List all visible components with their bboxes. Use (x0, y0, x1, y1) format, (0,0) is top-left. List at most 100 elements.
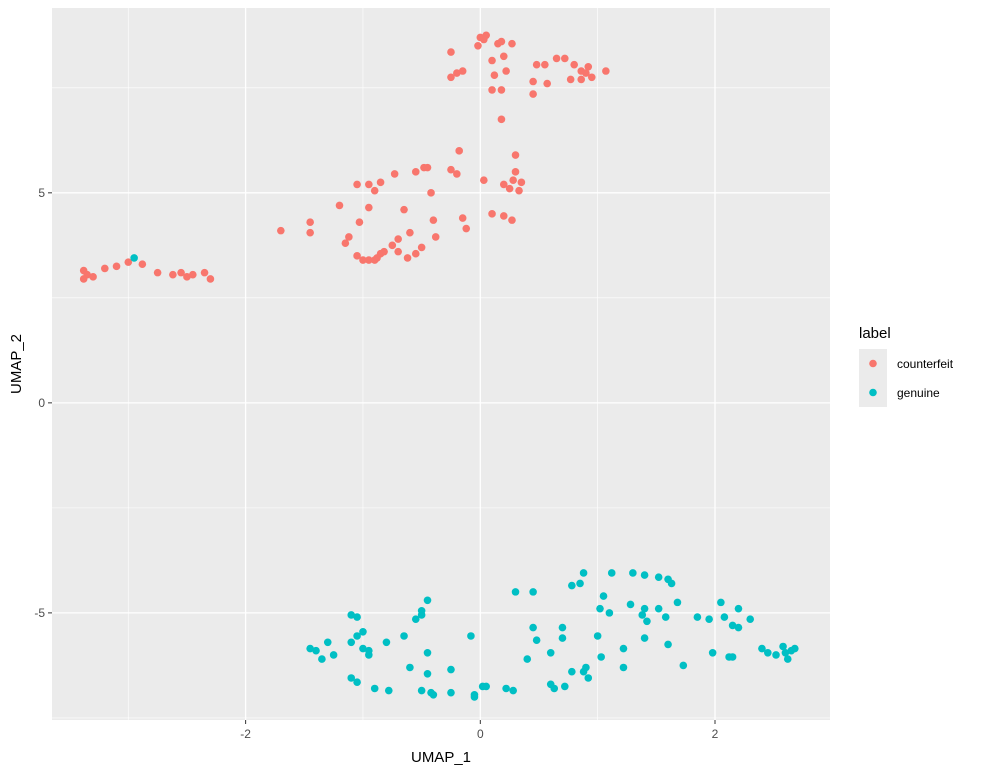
data-point-counterfeit (306, 228, 314, 237)
data-point-genuine (584, 674, 593, 682)
data-point-genuine (560, 682, 569, 691)
x-axis: -2 0 2 (240, 720, 719, 741)
data-point-genuine (411, 615, 420, 623)
data-point-counterfeit (566, 75, 575, 84)
data-point-counterfeit (499, 52, 508, 61)
data-point-genuine (708, 648, 717, 657)
data-point-counterfeit (177, 268, 185, 277)
data-point-counterfeit (505, 184, 514, 193)
data-point-counterfeit (388, 241, 397, 250)
data-point-genuine (558, 634, 567, 642)
legend: label counterfeit genuine (859, 325, 954, 407)
data-point-genuine (643, 617, 651, 626)
data-point-genuine (728, 653, 737, 661)
data-point-counterfeit (511, 168, 520, 176)
data-point-counterfeit (541, 60, 549, 69)
data-point-counterfeit (532, 60, 541, 69)
grid-minor (52, 8, 830, 720)
data-point-genuine (667, 579, 676, 588)
data-point-counterfeit (447, 165, 455, 174)
data-point-genuine (130, 254, 138, 262)
data-point-counterfeit (488, 56, 496, 65)
y-axis: -5 0 5 (34, 186, 52, 620)
data-point-counterfeit (480, 176, 488, 185)
data-point-counterfeit (355, 218, 364, 227)
data-point-genuine (532, 636, 541, 644)
data-point-genuine (347, 611, 356, 619)
data-point-counterfeit (345, 233, 353, 241)
legend-swatch-counterfeit (869, 359, 877, 368)
data-point-genuine (673, 598, 682, 607)
data-point-counterfeit (380, 247, 388, 256)
data-point-genuine (417, 686, 426, 695)
data-points (79, 31, 799, 701)
data-point-genuine (654, 604, 663, 613)
data-point-counterfeit (499, 180, 508, 189)
data-point-counterfeit (277, 226, 285, 235)
data-point-counterfeit (453, 69, 461, 77)
data-point-counterfeit (376, 178, 385, 187)
legend-swatch-genuine (869, 388, 877, 397)
data-point-counterfeit (511, 151, 520, 159)
data-point-counterfeit (431, 233, 440, 241)
data-point-genuine (638, 611, 647, 619)
data-point-counterfeit (543, 79, 551, 88)
data-point-counterfeit (400, 205, 408, 214)
x-tick-label: 2 (712, 727, 719, 741)
data-point-counterfeit (411, 168, 420, 176)
data-point-genuine (619, 644, 628, 653)
data-point-counterfeit (365, 180, 373, 189)
data-point-genuine (629, 569, 637, 577)
data-point-counterfeit (365, 203, 373, 212)
data-point-genuine (529, 623, 537, 632)
data-point-genuine (596, 604, 604, 613)
data-point-genuine (406, 663, 414, 672)
data-point-genuine (347, 638, 356, 647)
data-point-genuine (593, 632, 602, 640)
data-point-counterfeit (529, 77, 537, 86)
x-axis-title: UMAP_1 (411, 749, 471, 766)
data-point-counterfeit (394, 247, 402, 256)
legend-label-genuine: genuine (897, 386, 940, 400)
data-point-genuine (523, 655, 532, 663)
data-point-counterfeit (359, 256, 367, 264)
data-point-counterfeit (474, 42, 482, 50)
data-point-counterfeit (353, 180, 361, 189)
data-point-genuine (353, 613, 361, 621)
grid-major (52, 8, 830, 720)
data-point-counterfeit (587, 73, 596, 82)
data-point-genuine (509, 686, 517, 695)
legend-entries: counterfeit genuine (859, 349, 954, 407)
data-point-genuine (734, 623, 743, 632)
data-point-genuine (640, 604, 649, 613)
data-point-genuine (781, 648, 790, 657)
data-point-counterfeit (488, 86, 496, 94)
data-point-genuine (693, 613, 702, 621)
data-point-counterfeit (582, 69, 590, 77)
data-point-counterfeit (517, 178, 526, 187)
data-point-counterfeit (206, 275, 215, 283)
y-tick-label: -5 (34, 606, 45, 620)
data-point-counterfeit (515, 186, 523, 195)
data-point-genuine (705, 615, 713, 623)
data-point-genuine (423, 669, 432, 678)
plot-panel (52, 8, 830, 720)
data-point-genuine (347, 674, 356, 682)
data-point-genuine (329, 651, 338, 659)
data-point-counterfeit (335, 201, 344, 210)
data-point-genuine (467, 632, 475, 640)
data-point-counterfeit (423, 163, 432, 172)
data-point-counterfeit (447, 48, 455, 56)
data-point-counterfeit (306, 218, 314, 227)
data-point-genuine (640, 634, 649, 642)
data-point-counterfeit (508, 216, 516, 224)
data-point-counterfeit (112, 262, 121, 271)
data-point-genuine (720, 613, 729, 621)
data-point-genuine (640, 571, 649, 579)
data-point-genuine (384, 686, 393, 695)
data-point-counterfeit (499, 212, 508, 220)
data-point-genuine (400, 632, 408, 640)
data-point-genuine (312, 646, 320, 655)
data-point-genuine (382, 638, 391, 647)
data-point-counterfeit (189, 270, 197, 279)
